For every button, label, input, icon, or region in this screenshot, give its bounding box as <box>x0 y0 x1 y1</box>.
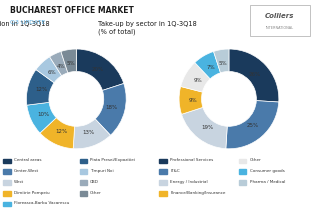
Text: 18%: 18% <box>105 105 117 110</box>
Text: 4%: 4% <box>57 64 65 69</box>
Text: Floreasca-Barbu Vacarescu: Floreasca-Barbu Vacarescu <box>14 201 69 205</box>
Text: Consumer goods: Consumer goods <box>250 169 284 173</box>
Text: Finance/Banking/Insurance: Finance/Banking/Insurance <box>170 191 225 195</box>
Wedge shape <box>229 49 279 102</box>
Text: 5%: 5% <box>66 61 75 66</box>
Text: Colliers: Colliers <box>265 13 294 19</box>
Wedge shape <box>73 119 110 149</box>
Bar <box>159 191 167 196</box>
Wedge shape <box>27 102 56 133</box>
Text: 6%: 6% <box>47 70 56 75</box>
Bar <box>3 202 11 206</box>
Text: Central areas: Central areas <box>14 158 41 163</box>
Text: CBD: CBD <box>90 180 99 184</box>
Text: 9%: 9% <box>194 78 202 83</box>
Bar <box>238 169 246 174</box>
Bar <box>3 180 11 185</box>
Text: 9%: 9% <box>189 98 197 103</box>
Text: 26%: 26% <box>249 72 261 77</box>
Wedge shape <box>182 107 227 149</box>
Text: BUCHAREST OFFICE MARKET: BUCHAREST OFFICE MARKET <box>10 6 134 15</box>
Text: 12%: 12% <box>55 129 67 134</box>
Wedge shape <box>226 101 279 149</box>
Bar <box>80 169 87 174</box>
Bar <box>80 191 87 196</box>
Text: Pharma / Medical: Pharma / Medical <box>250 180 285 184</box>
Text: IT&C: IT&C <box>170 169 180 173</box>
Wedge shape <box>181 63 210 92</box>
Text: Take-up by location in 1Q-3Q18
(% of total): Take-up by location in 1Q-3Q18 (% of tot… <box>0 22 50 35</box>
Bar <box>3 191 11 196</box>
Text: Timpuri Noi: Timpuri Noi <box>90 169 114 173</box>
Bar <box>80 159 87 163</box>
Bar <box>238 159 246 163</box>
Text: Take-up by sector in 1Q-3Q18
(% of total): Take-up by sector in 1Q-3Q18 (% of total… <box>98 22 197 35</box>
Bar <box>238 180 246 185</box>
Text: 5%: 5% <box>219 61 228 66</box>
Text: Piata Presei/Expozitiei: Piata Presei/Expozitiei <box>90 158 135 163</box>
Text: West: West <box>14 180 24 184</box>
Wedge shape <box>26 70 54 105</box>
Text: Q3 UPDATE: Q3 UPDATE <box>10 19 45 24</box>
Bar <box>3 169 11 174</box>
Wedge shape <box>95 83 126 135</box>
Text: INTERNATIONAL: INTERNATIONAL <box>266 26 294 30</box>
Wedge shape <box>40 118 75 149</box>
Wedge shape <box>61 49 76 73</box>
Wedge shape <box>50 51 68 76</box>
Wedge shape <box>195 51 220 79</box>
Text: 13%: 13% <box>82 130 94 135</box>
Bar <box>159 180 167 185</box>
Text: Energy / Industrial: Energy / Industrial <box>170 180 208 184</box>
FancyBboxPatch shape <box>250 5 310 36</box>
Bar <box>159 169 167 174</box>
Text: 20%: 20% <box>91 67 103 72</box>
Text: 10%: 10% <box>38 112 50 117</box>
Text: Other: Other <box>250 158 261 163</box>
Text: Other: Other <box>90 191 102 195</box>
Text: 19%: 19% <box>201 125 213 130</box>
Wedge shape <box>214 49 229 73</box>
Wedge shape <box>76 49 124 91</box>
Text: Center-West: Center-West <box>14 169 39 173</box>
Wedge shape <box>179 86 203 114</box>
Text: 12%: 12% <box>36 88 48 92</box>
Text: 7%: 7% <box>206 66 215 71</box>
Text: 25%: 25% <box>247 123 259 128</box>
Bar <box>159 159 167 163</box>
Bar <box>3 159 11 163</box>
Text: Professional Services: Professional Services <box>170 158 213 163</box>
Bar <box>80 180 87 185</box>
Wedge shape <box>36 57 62 83</box>
Text: Dimitrie Pompeiu: Dimitrie Pompeiu <box>14 191 50 195</box>
